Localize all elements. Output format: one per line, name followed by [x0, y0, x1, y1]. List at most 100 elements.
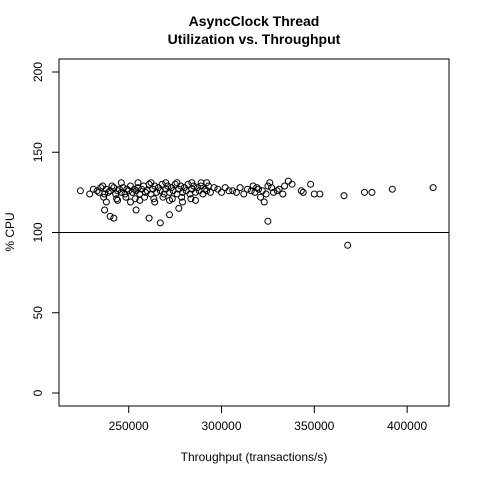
data-point — [147, 179, 155, 187]
chart-title-line-2: Utilization vs. Throughput — [168, 31, 341, 47]
data-point — [260, 198, 268, 206]
x-axis-label: Throughput (transactions/s) — [181, 450, 328, 464]
data-point — [150, 195, 158, 203]
data-point — [108, 182, 116, 190]
data-point — [102, 198, 110, 206]
data-point — [131, 195, 139, 203]
data-point — [117, 179, 125, 187]
data-point — [203, 187, 211, 195]
data-point — [134, 179, 142, 187]
data-point — [240, 190, 248, 198]
data-point — [316, 190, 324, 198]
data-point — [210, 184, 218, 192]
data-point — [127, 198, 134, 206]
data-point — [266, 179, 274, 187]
y-axis-label: % CPU — [3, 212, 17, 251]
x-tick-label: 400000 — [387, 419, 427, 433]
data-point — [110, 184, 118, 192]
data-point — [151, 198, 159, 206]
data-point — [270, 188, 277, 196]
data-point — [264, 217, 272, 225]
data-point — [114, 196, 122, 204]
data-point — [247, 187, 255, 195]
data-point — [162, 179, 170, 187]
data-point — [221, 184, 229, 192]
data-point — [110, 214, 118, 222]
data-point — [117, 188, 125, 196]
data-point — [340, 192, 348, 200]
data-point — [178, 193, 186, 201]
data-point — [101, 206, 109, 214]
data-point — [114, 187, 122, 195]
data-point — [249, 182, 257, 190]
data-point — [273, 187, 281, 195]
data-point — [166, 188, 173, 196]
data-point — [206, 188, 214, 196]
data-point — [188, 179, 196, 187]
data-point — [89, 185, 97, 193]
data-point — [203, 179, 211, 187]
data-point — [388, 185, 396, 193]
data-point — [281, 182, 289, 190]
data-point — [297, 187, 305, 195]
data-point — [257, 193, 264, 201]
data-point — [104, 188, 112, 196]
data-point — [166, 211, 173, 219]
data-point — [99, 182, 107, 190]
data-point — [258, 187, 266, 195]
y-tick-label: 0 — [31, 389, 45, 396]
data-point — [173, 179, 181, 187]
data-point — [156, 219, 164, 227]
data-points — [76, 177, 437, 249]
data-point — [236, 184, 244, 192]
y-tick-label: 150 — [31, 142, 45, 162]
data-point — [288, 180, 296, 188]
data-point — [229, 187, 237, 195]
chart-title-line-1: AsyncClock Thread — [189, 13, 320, 29]
data-point — [136, 196, 144, 204]
data-point — [113, 195, 121, 203]
x-tick-label: 350000 — [294, 419, 334, 433]
data-point — [159, 193, 167, 201]
data-point — [179, 198, 186, 206]
data-point — [214, 185, 222, 193]
data-point — [192, 196, 199, 204]
data-point — [268, 184, 276, 192]
data-point — [255, 185, 263, 193]
data-point — [192, 188, 199, 196]
data-point — [86, 190, 94, 198]
data-point — [429, 184, 437, 192]
data-point — [76, 187, 84, 195]
data-point — [218, 188, 225, 196]
y-axis: 0 50 100 150 200 — [31, 62, 59, 396]
data-point — [187, 195, 195, 203]
data-point — [344, 241, 352, 249]
data-point — [179, 188, 186, 196]
data-point — [361, 188, 368, 196]
data-point — [275, 185, 283, 193]
x-tick-label: 300000 — [201, 419, 241, 433]
data-point — [119, 184, 127, 192]
data-point — [130, 185, 138, 193]
data-point — [166, 196, 173, 204]
data-point — [284, 177, 292, 185]
data-point — [153, 188, 160, 196]
data-point — [175, 204, 183, 212]
data-point — [307, 180, 315, 188]
data-point — [122, 193, 130, 201]
data-point — [368, 188, 376, 196]
data-point — [93, 187, 101, 195]
data-point — [132, 206, 140, 214]
data-point — [244, 185, 251, 193]
data-point — [225, 187, 233, 195]
data-point — [279, 190, 287, 198]
data-point — [141, 193, 148, 201]
data-point — [101, 190, 109, 198]
y-tick-label: 200 — [31, 62, 45, 82]
data-point — [253, 184, 261, 192]
data-point — [232, 188, 240, 196]
data-point — [299, 188, 307, 196]
data-point — [106, 212, 114, 220]
x-axis: 250000 300000 350000 400000 — [109, 406, 427, 433]
